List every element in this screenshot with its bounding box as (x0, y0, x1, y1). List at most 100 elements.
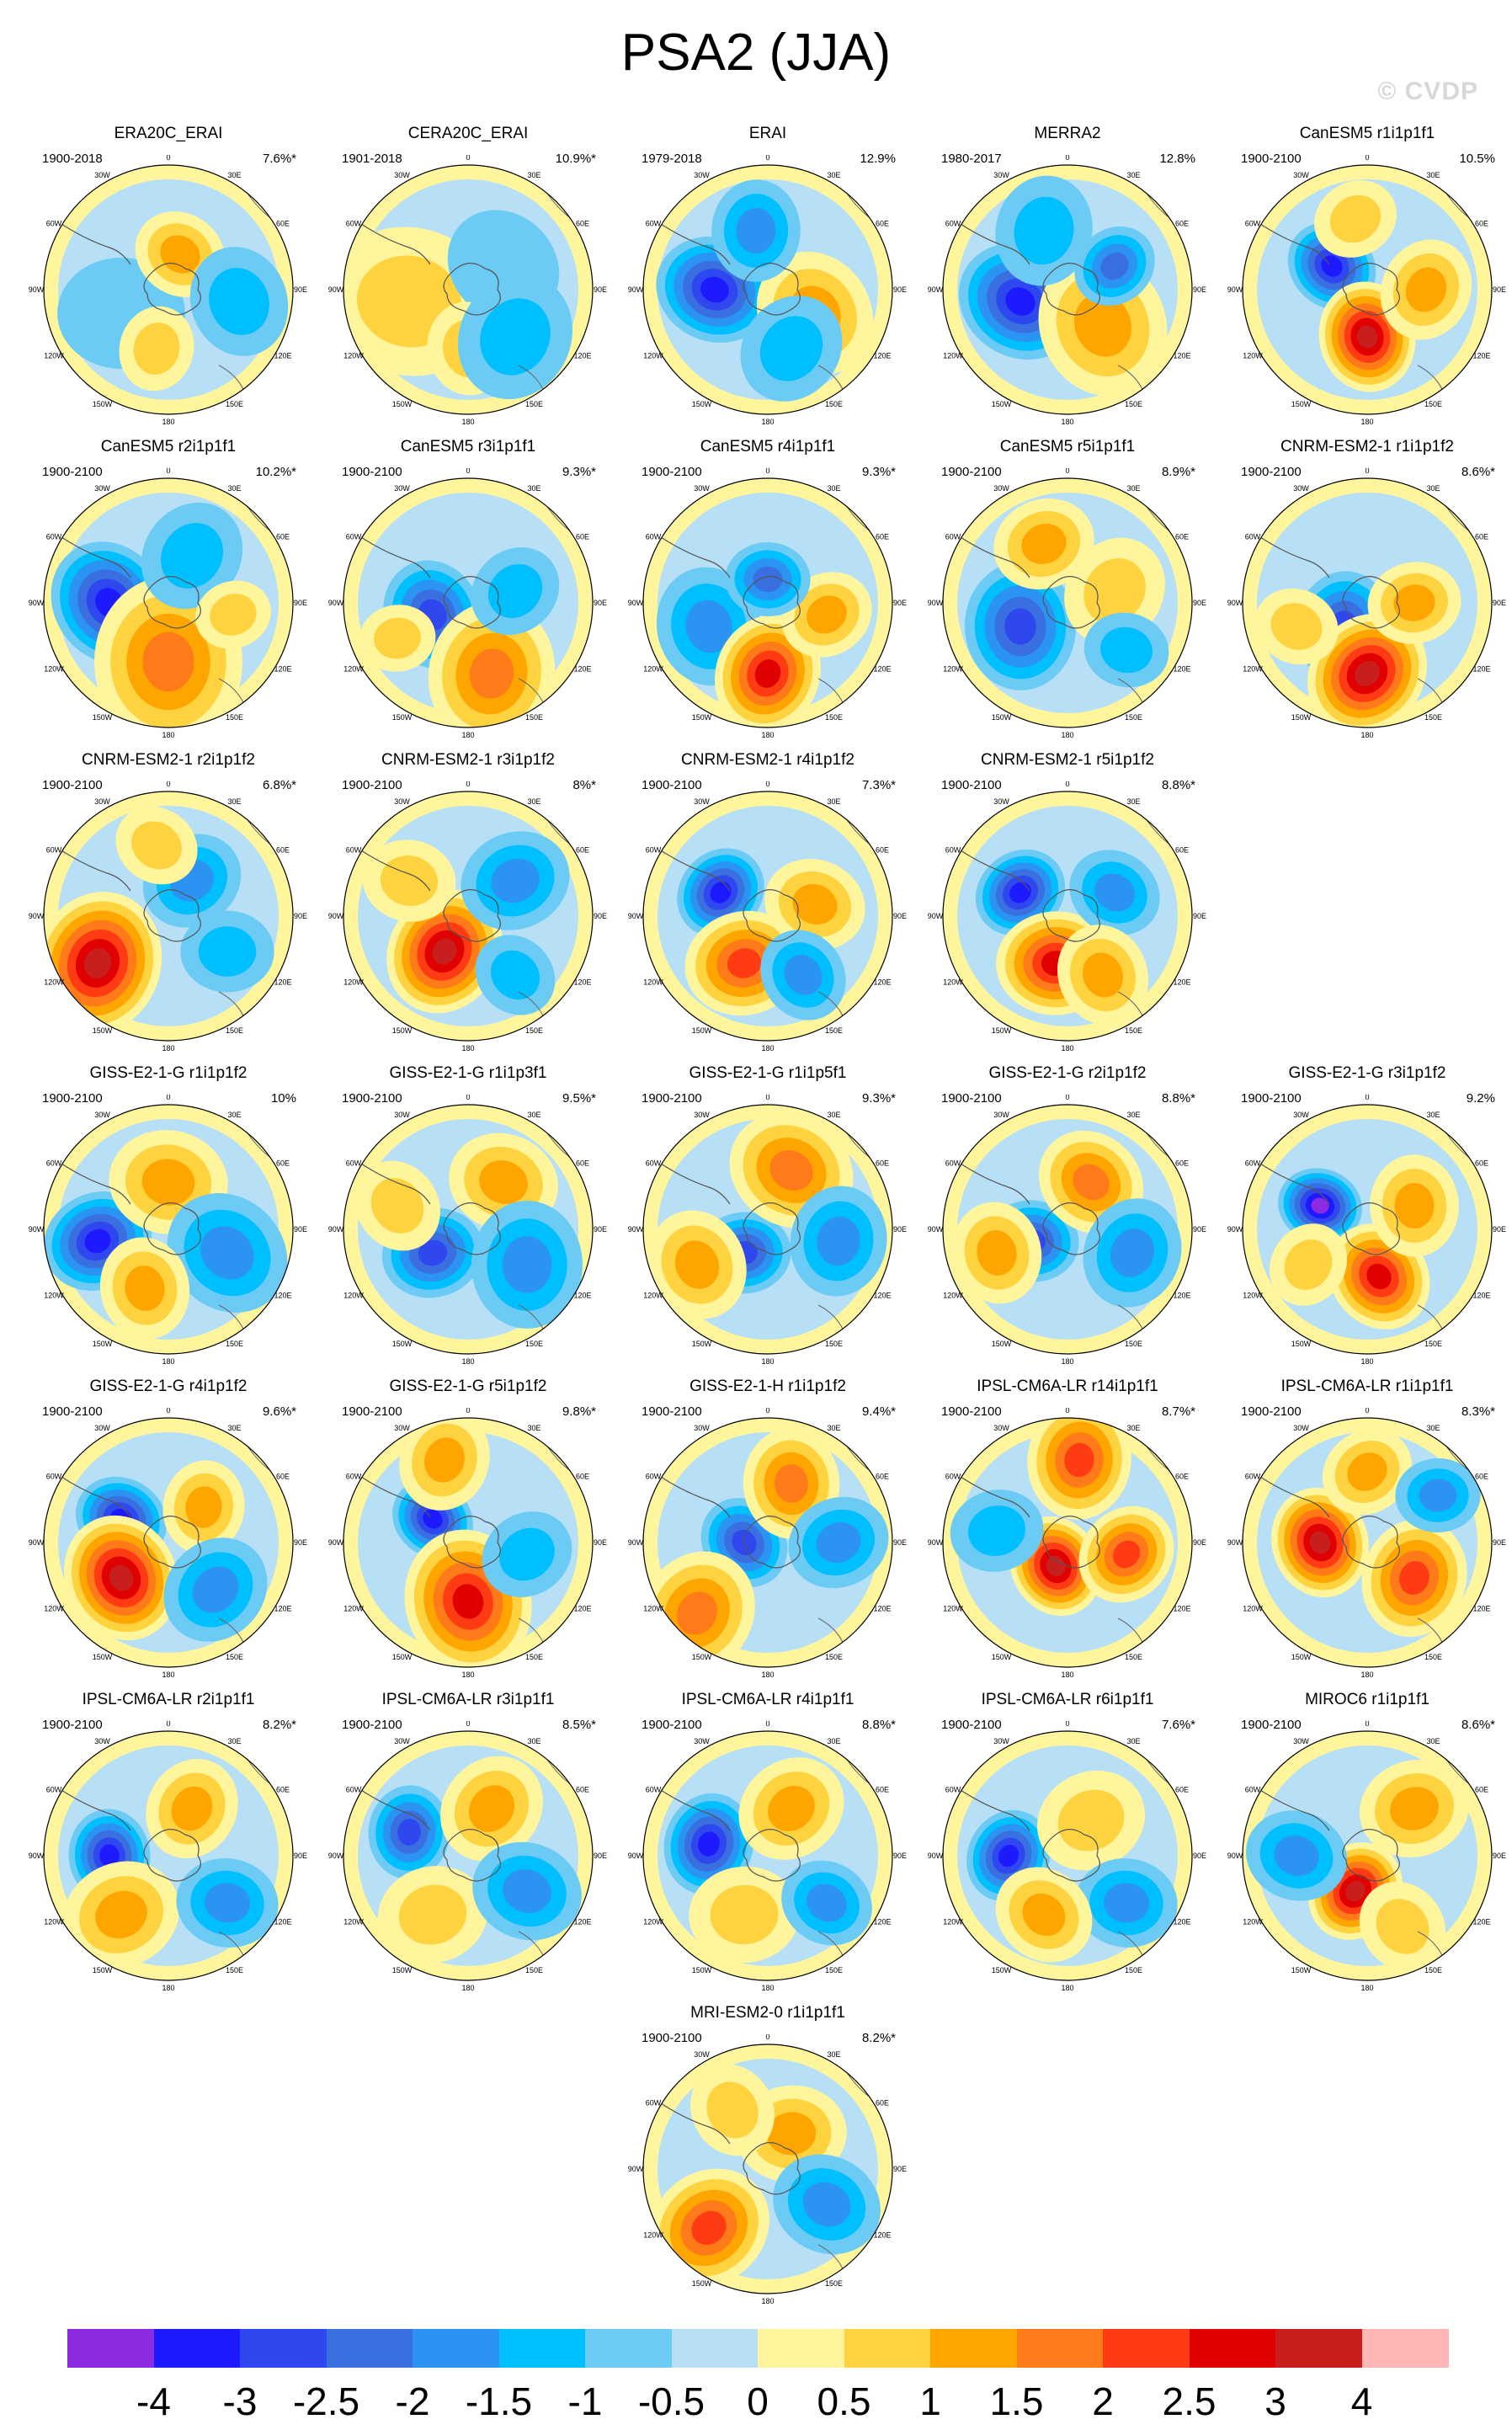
longitude-label: 90E (1193, 1852, 1206, 1860)
panel-variance-percent: 10.9%* (555, 152, 596, 166)
panel-variance-percent: 7.6%* (262, 152, 296, 166)
anomaly-contour (1004, 608, 1036, 645)
colorbar-swatch (1103, 2329, 1190, 2368)
panel-period: 1900-2100 (42, 778, 103, 792)
panel-period: 1900-2100 (1241, 1091, 1302, 1106)
longitude-label: 120E (873, 1605, 891, 1613)
longitude-label: 150W (692, 1026, 712, 1035)
longitude-label: 90E (594, 912, 607, 920)
polar-map: 0 30E 60E 90E 120E 150E 180 150W 120W 90W 60W 30W (328, 155, 607, 424)
longitude-label: 90E (1493, 1225, 1506, 1234)
map-border (942, 791, 1193, 1042)
longitude-label: 60E (876, 2099, 889, 2108)
anomaly-contour (1376, 1899, 1429, 1954)
longitude-label: 120E (1472, 1292, 1490, 1300)
longitude-label: 150E (825, 1026, 843, 1035)
anomaly-contour (1393, 584, 1435, 621)
antarctica-coastline (143, 1516, 201, 1569)
longitude-label: 120W (643, 1292, 663, 1300)
longitude-label: 30W (1293, 484, 1309, 493)
longitude-label: 30E (827, 797, 840, 806)
panel-variance-percent: 12.8% (1159, 152, 1195, 166)
longitude-label: 30E (1126, 484, 1140, 493)
anomaly-contour (84, 1228, 111, 1254)
antarctica-coastline (1342, 1829, 1400, 1882)
south-america-coastline (957, 848, 1030, 892)
polar-map: 0 30E 60E 90E 120E 150E 180 150W 120W 90W 60W 30W (29, 781, 307, 1051)
panel-variance-percent: 8.2%* (262, 1718, 296, 1732)
anomaly-contour (1284, 1239, 1333, 1290)
longitude-label: 60E (1175, 533, 1189, 541)
panel-title: IPSL-CM6A-LR r1i1p1f1 (1280, 1378, 1454, 1395)
antarctica-coastline (1042, 889, 1100, 942)
anomaly-contour (469, 648, 514, 699)
polar-map: 0 30E 60E 90E 120E 150E 180 150W 120W 90W 60W 30W (29, 468, 307, 738)
longitude-label: 90W (928, 599, 944, 607)
longitude-label: 150W (93, 400, 113, 408)
longitude-label: 150E (226, 400, 243, 408)
longitude-label: 30W (993, 797, 1009, 806)
panel-variance-percent: 9.3%* (861, 1091, 896, 1106)
anomaly-contour (677, 1591, 717, 1635)
longitude-label: 0 (765, 1095, 769, 1101)
map-panel: IPSL-CM6A-LR r4i1p1f1 1900-2100 8.8%* 0 30E 6… (625, 1691, 911, 1994)
longitude-label: 150W (392, 1340, 413, 1348)
south-america-coastline (58, 1788, 131, 1831)
longitude-label: 30E (1426, 484, 1440, 493)
longitude-label: 30E (1126, 1111, 1140, 1119)
anomaly-contour (370, 1178, 424, 1234)
polar-map: 0 30E 60E 90E 120E 150E 180 150W 120W 90W 60W 30W (1227, 1095, 1506, 1364)
map-panel: CanESM5 r1i1p1f1 1900-2100 10.5% 0 30E 60E 90E… (1224, 125, 1510, 428)
south-america-coastline (658, 535, 731, 578)
longitude-label: 120W (44, 665, 64, 674)
longitude-label: 60W (346, 846, 362, 855)
anomaly-contour (1057, 1789, 1125, 1852)
panel-period: 1900-2100 (342, 778, 402, 792)
panel-title: CanESM5 r2i1p1f1 (100, 438, 237, 456)
map-border (343, 477, 594, 728)
longitude-label: 90E (594, 285, 607, 294)
longitude-label: 30W (993, 1737, 1009, 1745)
longitude-label: 0 (765, 155, 769, 162)
colorbar-swatch (1361, 2329, 1449, 2368)
map-border (642, 164, 893, 415)
longitude-label: 90E (594, 599, 607, 607)
longitude-label: 150E (825, 400, 843, 408)
longitude-label: 120W (343, 665, 364, 674)
colorbar-tick-label: 0 (747, 2379, 769, 2423)
longitude-label: 150E (226, 1966, 243, 1974)
longitude-label: 150W (992, 1340, 1012, 1348)
anomaly-contour (125, 1266, 165, 1311)
longitude-label: 30W (993, 171, 1009, 179)
longitude-label: 90W (1227, 1225, 1243, 1234)
anomaly-contour (1100, 252, 1129, 280)
colorbar-tick-label: -3 (222, 2379, 258, 2423)
antarctica-coastline (143, 1829, 201, 1882)
antarctica-coastline (743, 576, 801, 629)
longitude-label: 120E (573, 1605, 591, 1613)
longitude-label: 30W (94, 1111, 110, 1119)
panel-title: GISS-E2-1-G r1i1p1f2 (89, 1064, 248, 1082)
longitude-label: 60W (1245, 1786, 1261, 1794)
longitude-label: 120E (873, 2231, 891, 2240)
anomaly-contour (775, 1464, 808, 1503)
longitude-label: 90W (29, 599, 45, 607)
map-border (642, 1104, 893, 1355)
longitude-label: 30W (394, 171, 410, 179)
panel-title: MRI-ESM2-0 r1i1p1f1 (690, 2004, 845, 2022)
south-america-coastline (957, 221, 1030, 265)
longitude-label: 150W (93, 1966, 113, 1974)
south-america-coastline (358, 1161, 431, 1205)
longitude-label: 150W (692, 2279, 712, 2288)
panel-title: IPSL-CM6A-LR r3i1p1f1 (381, 1691, 555, 1708)
anomaly-contour (1014, 196, 1074, 265)
polar-map: 0 30E 60E 90E 120E 150E 180 150W 120W 90W 60W 30W (29, 1408, 307, 1677)
anomaly-contour (1309, 1531, 1331, 1554)
anomaly-contour (807, 1884, 847, 1922)
longitude-label: 150W (93, 1340, 113, 1348)
anomaly-contour (1005, 287, 1036, 316)
longitude-label: 120W (44, 1918, 64, 1926)
longitude-label: 180 (162, 1984, 174, 1990)
longitude-label: 120E (274, 352, 291, 360)
longitude-label: 30E (827, 2050, 840, 2059)
